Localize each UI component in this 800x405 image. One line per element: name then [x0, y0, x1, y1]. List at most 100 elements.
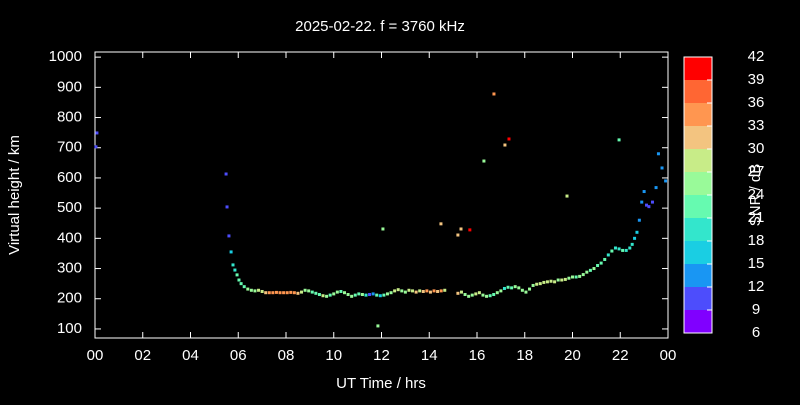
colorbar-tick-label: 9: [752, 301, 760, 318]
data-point: [289, 290, 293, 294]
colorbar-tick-label: 39: [748, 71, 765, 88]
data-point: [482, 159, 486, 163]
data-point: [414, 290, 418, 294]
data-point: [524, 290, 528, 294]
data-point: [596, 264, 600, 268]
x-tick-label: 00: [660, 347, 677, 364]
data-point: [314, 291, 318, 295]
y-tick-label: 200: [57, 290, 82, 307]
colorbar-bin: [684, 80, 712, 103]
data-point: [342, 291, 346, 295]
data-point: [621, 248, 625, 252]
data-point: [227, 234, 231, 238]
data-point: [660, 166, 664, 170]
data-point: [467, 294, 471, 298]
data-point: [300, 290, 304, 294]
data-point: [364, 293, 368, 297]
colorbar-tick-label: 36: [748, 94, 765, 111]
x-tick-label: 00: [87, 347, 104, 364]
data-point: [574, 275, 578, 279]
data-point: [285, 291, 289, 295]
data-point: [321, 294, 325, 298]
data-point: [432, 289, 436, 293]
data-point: [538, 282, 542, 286]
data-point: [411, 289, 415, 293]
data-point: [556, 278, 560, 282]
data-point: [603, 257, 607, 261]
data-point: [654, 186, 658, 190]
colorbar-tick-label: 6: [752, 324, 760, 341]
data-point: [531, 283, 535, 287]
data-point: [224, 172, 228, 176]
data-point: [282, 291, 286, 295]
data-point: [535, 282, 539, 286]
data-point: [565, 194, 569, 198]
data-point: [403, 290, 407, 294]
data-point: [642, 190, 646, 194]
colorbar-tick-label: 33: [748, 117, 765, 134]
colorbar-label: SNR / dB: [747, 164, 764, 227]
colorbar-tick-label: 27: [748, 163, 765, 180]
data-point: [346, 293, 350, 297]
data-point: [517, 286, 521, 290]
data-point: [617, 138, 621, 142]
data-point: [585, 270, 589, 274]
data-point: [513, 285, 517, 289]
y-tick-label: 500: [57, 199, 82, 216]
data-point: [332, 292, 336, 296]
data-point: [502, 286, 506, 290]
colorbar-tick-label: 30: [748, 140, 765, 157]
data-point: [606, 253, 610, 257]
data-point: [599, 261, 603, 265]
data-point: [468, 228, 472, 232]
x-tick-label: 10: [325, 347, 342, 364]
data-point: [563, 277, 567, 281]
data-point: [375, 293, 379, 297]
data-point: [439, 222, 443, 226]
data-point: [303, 288, 307, 292]
data-point: [335, 290, 339, 294]
y-tick-label: 100: [57, 320, 82, 337]
colorbar-bin: [684, 241, 712, 264]
data-point: [246, 287, 250, 291]
data-point: [418, 289, 422, 293]
data-point: [613, 246, 617, 250]
data-point: [507, 137, 511, 141]
data-point: [506, 285, 510, 289]
data-point: [253, 289, 257, 293]
colorbar-bin: [684, 103, 712, 126]
colorbar-bin: [684, 57, 712, 80]
data-point: [436, 289, 440, 293]
y-tick-label: 700: [57, 139, 82, 156]
data-point: [231, 263, 235, 267]
y-axis-label: Virtual height / km: [6, 135, 23, 255]
x-tick-label: 18: [516, 347, 533, 364]
x-tick-label: 22: [612, 347, 629, 364]
data-point: [647, 205, 651, 209]
chart-title: 2025-02-22. f = 3760 kHz: [295, 18, 465, 35]
data-point: [474, 292, 478, 296]
data-point: [633, 236, 637, 240]
data-point: [624, 248, 628, 252]
data-point: [553, 280, 557, 284]
x-tick-label: 20: [564, 347, 581, 364]
colorbar-bin: [684, 126, 712, 149]
data-point: [296, 291, 300, 295]
data-point: [400, 289, 404, 293]
data-point: [520, 288, 524, 292]
colorbar-tick-label: 24: [748, 186, 765, 203]
x-tick-label: 06: [230, 347, 247, 364]
data-point: [560, 278, 564, 282]
data-point: [443, 288, 447, 292]
data-point: [310, 290, 314, 294]
data-point: [267, 291, 271, 295]
data-point: [350, 294, 354, 298]
data-point: [271, 291, 275, 295]
x-tick-label: 04: [182, 347, 199, 364]
data-point: [382, 293, 386, 297]
colorbar-tick-label: 18: [748, 232, 765, 249]
data-point: [656, 152, 660, 156]
data-point: [371, 292, 375, 296]
data-point: [488, 294, 492, 298]
